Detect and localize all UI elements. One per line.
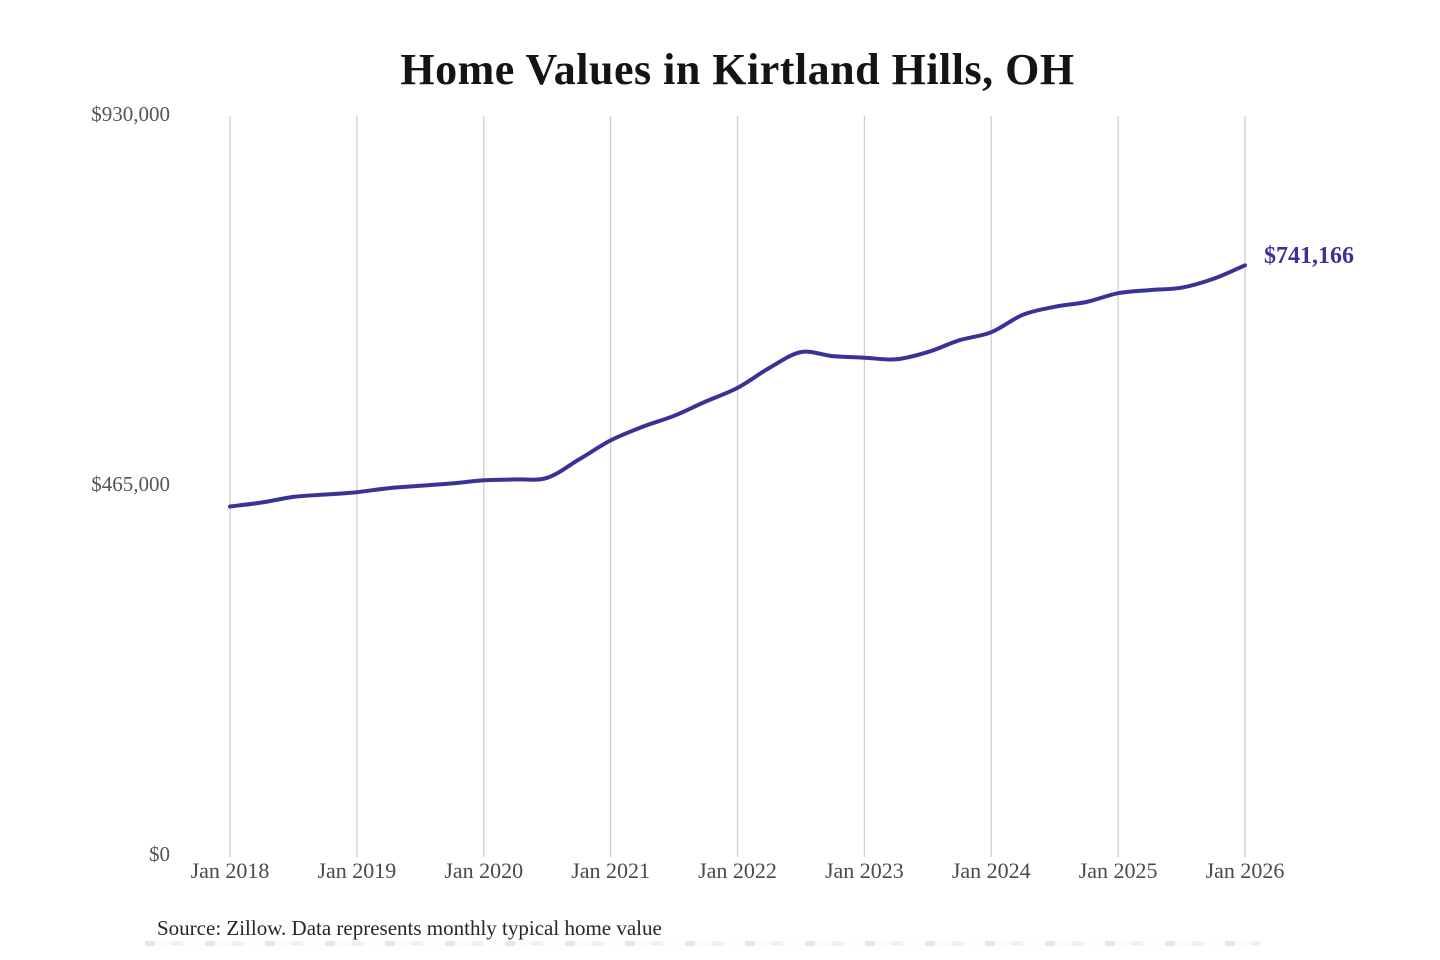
x-axis-tick-label: Jan 2024 <box>951 858 1031 883</box>
source-attribution: Source: Zillow. Data represents monthly … <box>157 916 662 940</box>
x-axis-tick-label: Jan 2021 <box>571 858 651 883</box>
x-axis-tick-label: Jan 2025 <box>1078 858 1158 883</box>
chart-title: Home Values in Kirtland Hills, OH <box>400 45 1075 94</box>
cropped-text-artifact <box>145 941 1260 946</box>
y-axis-tick-label: $465,000 <box>91 472 170 496</box>
x-axis-tick-label: Jan 2023 <box>824 858 904 883</box>
y-axis-tick-label: $0 <box>149 842 170 866</box>
y-axis-tick-label: $930,000 <box>91 102 170 126</box>
x-axis-tick-label: Jan 2026 <box>1205 858 1285 883</box>
x-axis-tick-label: Jan 2019 <box>317 858 397 883</box>
latest-value-label: $741,166 <box>1264 243 1354 269</box>
gridlines <box>229 116 1246 857</box>
home-value-line <box>228 263 1247 509</box>
x-axis-tick-label: Jan 2018 <box>190 858 270 883</box>
x-axis-tick-label: Jan 2022 <box>698 858 777 883</box>
x-axis-tick-label: Jan 2020 <box>444 858 524 883</box>
